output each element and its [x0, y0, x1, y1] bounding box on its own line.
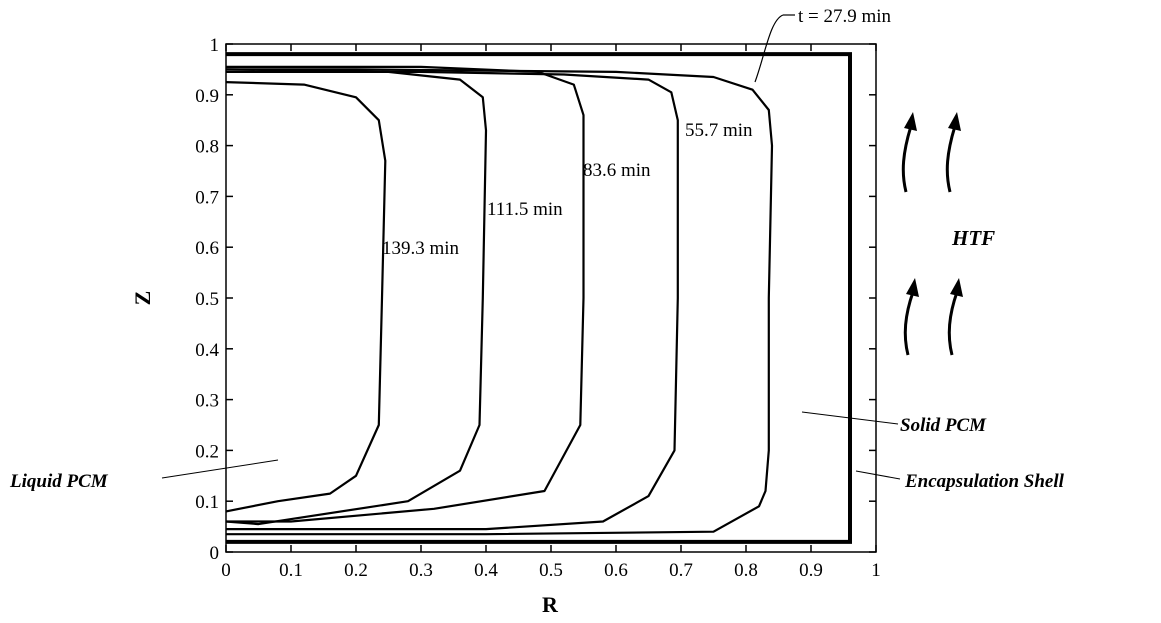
- y-tick-label: 0.2: [195, 441, 219, 462]
- x-tick-label: 0.1: [279, 560, 303, 581]
- y-tick-label: 0.1: [195, 492, 219, 513]
- x-tick-label: 0.6: [604, 560, 628, 581]
- y-tick-label: 0.7: [195, 187, 219, 208]
- leader-curve-27-9: [754, 14, 784, 83]
- curve-label-55-7: 55.7 min: [685, 120, 753, 141]
- solid-pcm-label: Solid PCM: [900, 415, 987, 436]
- plot-frame: [225, 43, 877, 553]
- encapsulation-shell: [226, 52, 852, 544]
- htf-arrow-icon: [903, 278, 919, 356]
- htf-arrow-icon: [901, 112, 917, 193]
- y-tick-label: 0.6: [195, 238, 219, 259]
- y-tick-label: 0.3: [195, 391, 219, 412]
- liquid-pcm-label: Liquid PCM: [9, 471, 109, 492]
- melt-front-curve: [226, 65, 585, 523]
- x-tick-label: 0.8: [734, 560, 758, 581]
- curve-label-83-6: 83.6 min: [583, 160, 651, 181]
- htf-arrow-icon: [947, 278, 963, 356]
- encapsulation-shell-leader: [855, 470, 901, 480]
- y-tick-label: 0.8: [195, 137, 219, 158]
- encapsulation-shell-label: Encapsulation Shell: [904, 471, 1065, 492]
- y-tick-label: 0: [210, 543, 220, 564]
- y-tick-label: 0.9: [195, 86, 219, 107]
- y-tick-label: 0.4: [195, 340, 219, 361]
- melt-front-curve: [226, 68, 774, 536]
- htf-label: HTF: [951, 226, 995, 250]
- x-tick-label: 0.3: [409, 560, 433, 581]
- x-tick-label: 0.4: [474, 560, 498, 581]
- melt-front-curve: [225, 68, 488, 526]
- melt-front-curve: [225, 81, 387, 513]
- x-tick-label: 0.5: [539, 560, 563, 581]
- x-tick-label: 0.7: [669, 560, 693, 581]
- curve-label-139-3: 139.3 min: [382, 238, 460, 259]
- x-tick-label: 0: [221, 560, 231, 581]
- x-tick-label: 0.9: [799, 560, 823, 581]
- curve-label-27-9: t = 27.9 min: [798, 6, 892, 27]
- x-tick-label: 0.2: [344, 560, 368, 581]
- solid-pcm-leader: [801, 411, 899, 425]
- htf-arrow-icon: [945, 112, 961, 193]
- y-tick-label: 1: [210, 35, 220, 56]
- y-axis-title: Z: [130, 291, 155, 306]
- curve-label-111-5: 111.5 min: [487, 199, 563, 220]
- melt-front-curve: [226, 70, 679, 531]
- x-tick-label: 1: [871, 560, 881, 581]
- y-tick-label: 0.5: [195, 289, 219, 310]
- x-axis-title: R: [542, 592, 559, 617]
- liquid-pcm-leader: [161, 459, 279, 479]
